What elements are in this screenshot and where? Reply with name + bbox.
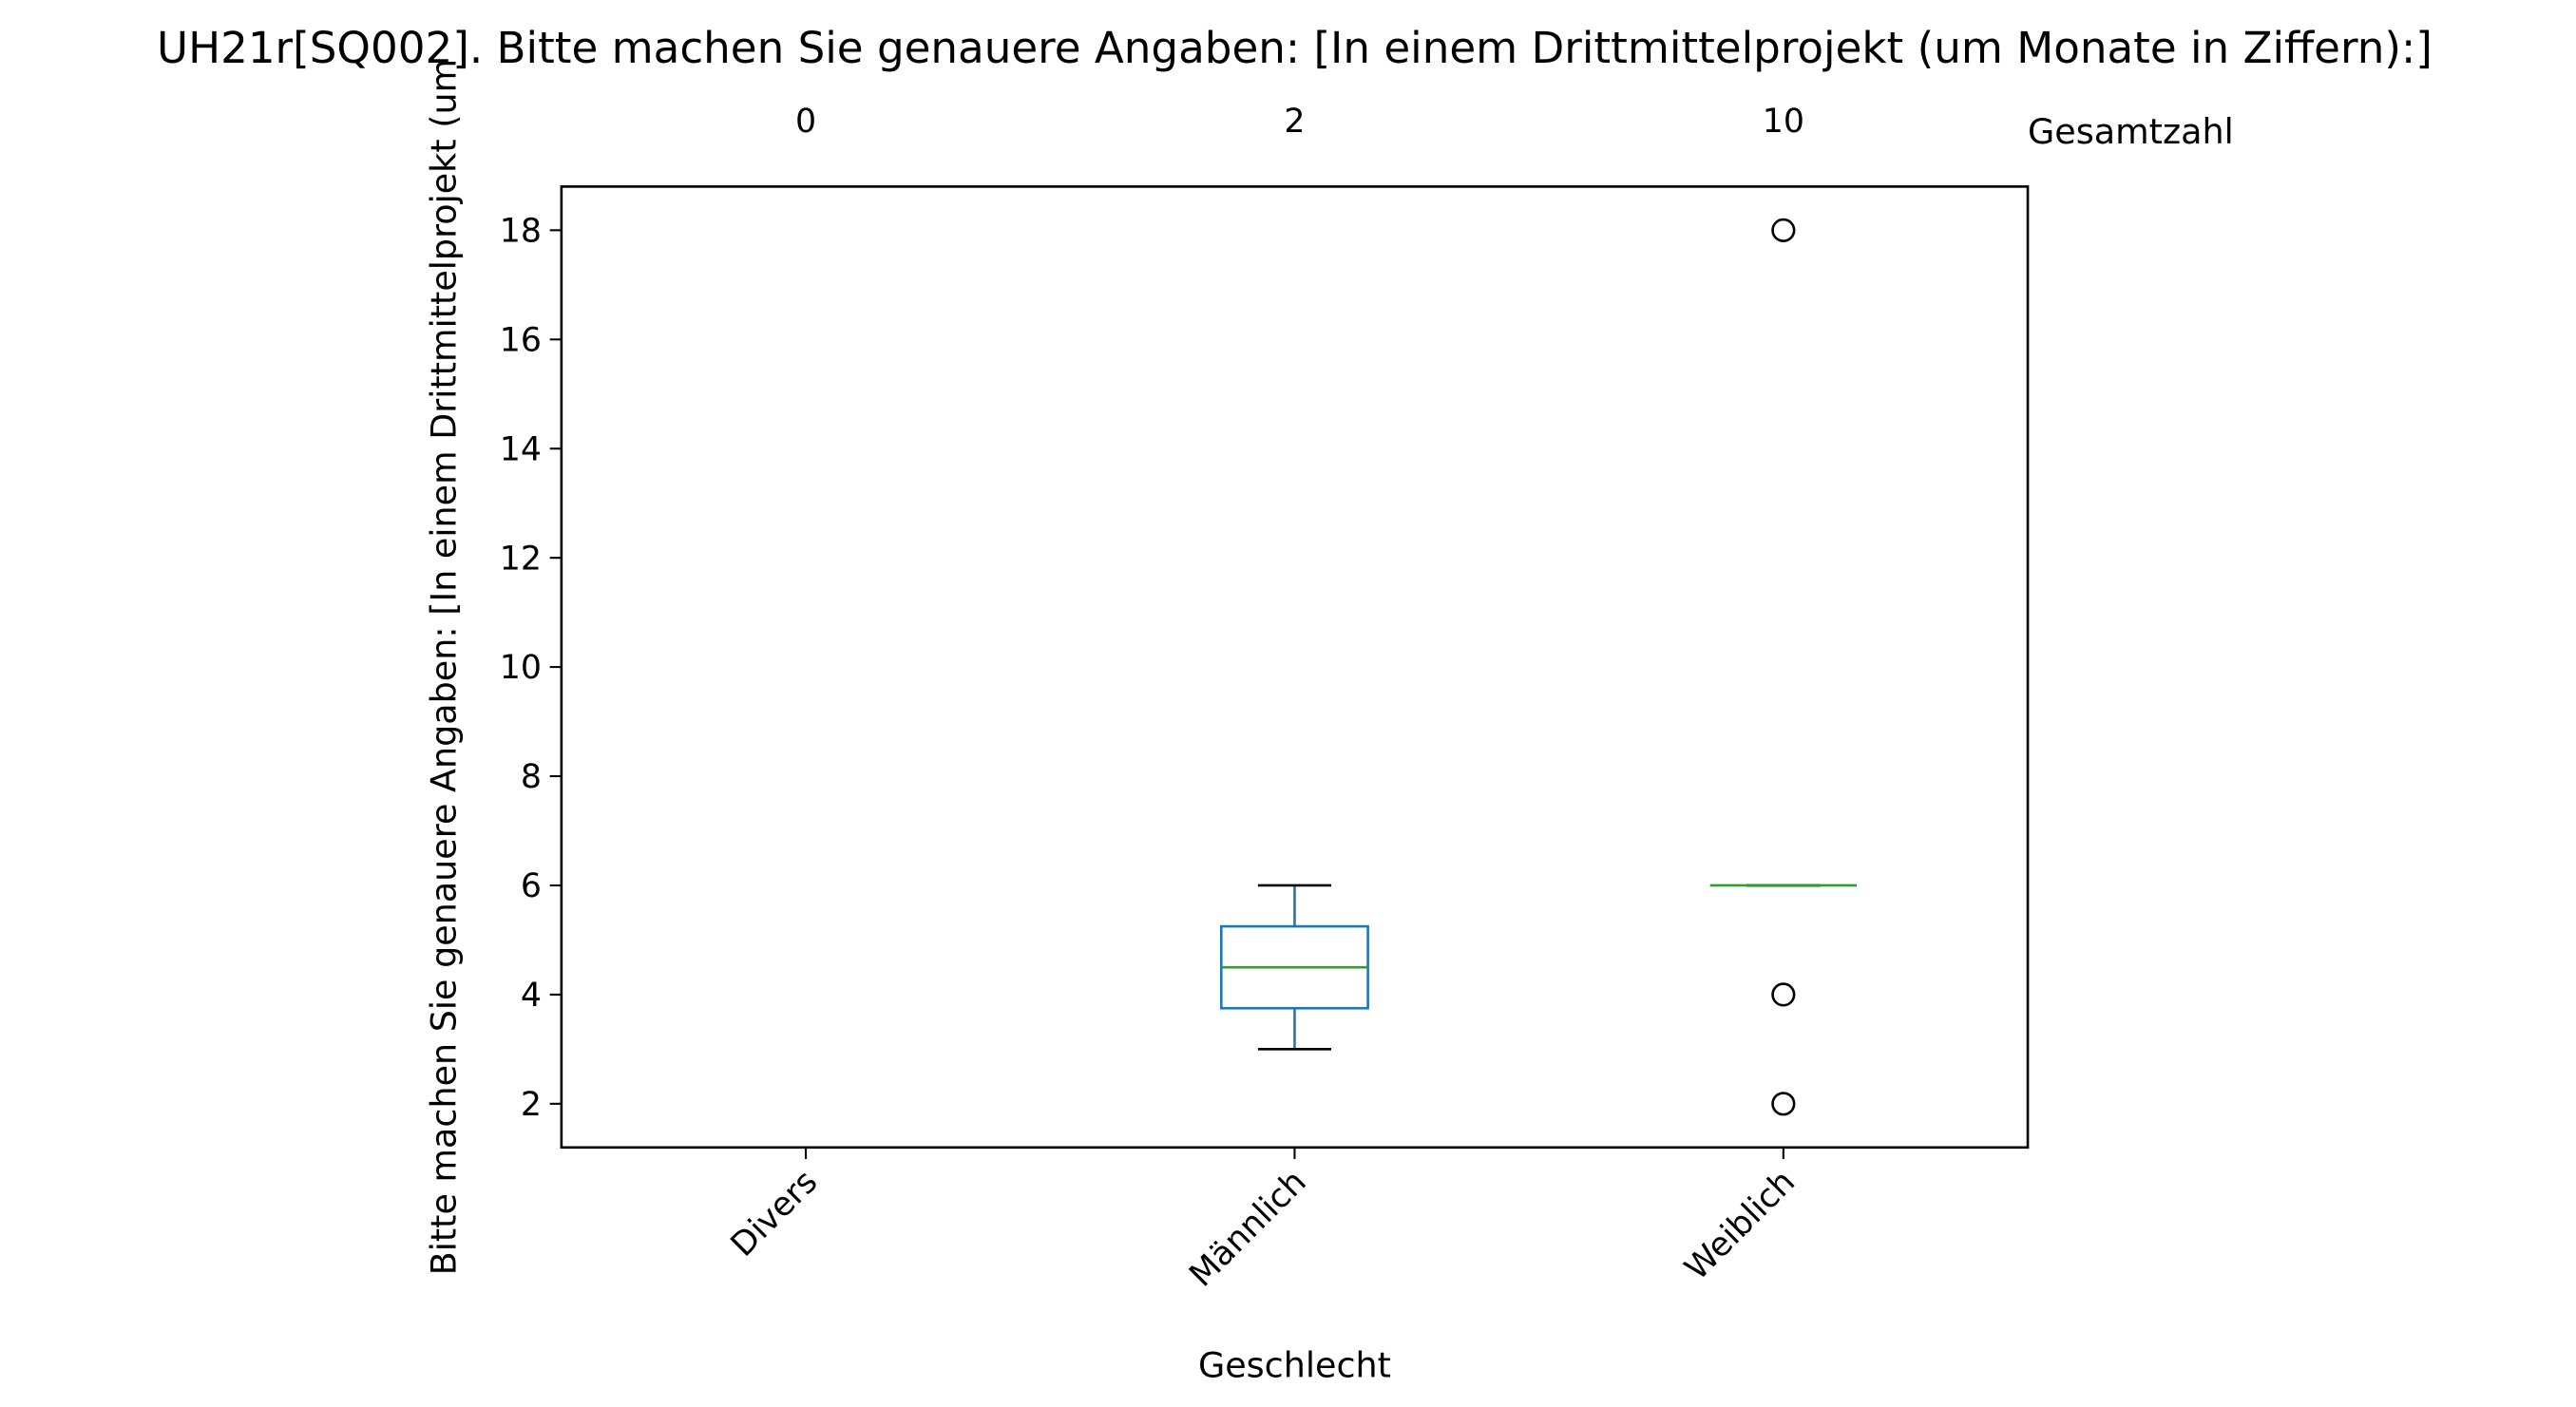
flier — [1771, 982, 1796, 1007]
y-tick-label: 16 — [500, 321, 542, 359]
y-tick-label: 14 — [500, 430, 542, 468]
count-label: 10 — [1763, 103, 1804, 141]
y-tick-label: 8 — [521, 758, 542, 796]
flier — [1771, 1092, 1796, 1116]
y-tick-label: 18 — [500, 213, 542, 251]
y-tick-label: 6 — [521, 867, 542, 905]
plot-frame — [560, 185, 2030, 1150]
chart-title: UH21r[SQ002]. Bitte machen Sie genauere … — [157, 23, 2433, 73]
x-tick-label: Divers — [724, 1163, 826, 1264]
x-axis-label: Geschlecht — [1198, 1344, 1391, 1385]
count-label: 0 — [795, 103, 816, 141]
x-tick-label: Weiblich — [1678, 1163, 1803, 1287]
y-tick-label: 10 — [500, 649, 542, 687]
y-axis-label: Bitte machen Sie genauere Angaben: [In e… — [424, 59, 465, 1275]
x-tick-label: Männlich — [1182, 1163, 1313, 1294]
y-tick-label: 2 — [521, 1086, 542, 1124]
count-label: 2 — [1284, 103, 1305, 141]
y-tick-label: 4 — [521, 977, 542, 1015]
flier — [1771, 218, 1796, 242]
counts-label: Gesamtzahl — [2028, 111, 2234, 152]
y-tick-label: 12 — [500, 540, 542, 578]
